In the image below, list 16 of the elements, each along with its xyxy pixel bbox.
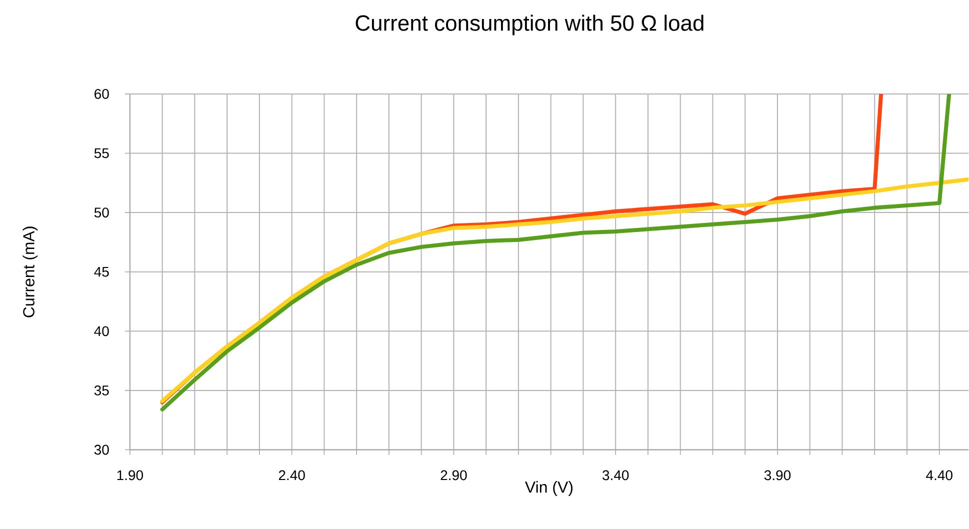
y-tick-label: 45 [94, 267, 109, 277]
y-tick-label: 35 [94, 386, 109, 396]
x-tick-label: 2.40 [278, 470, 305, 480]
x-tick-label: 3.90 [764, 470, 791, 480]
y-tick-label: 50 [94, 208, 109, 218]
x-tick-label: 4.40 [926, 470, 952, 480]
x-tick-label: 2.90 [440, 470, 467, 480]
y-axis-title: Current (mA) [22, 226, 38, 318]
y-tick-label: 30 [94, 444, 109, 455]
x-axis-title: Vin (V) [524, 481, 572, 496]
y-tick-label: 40 [94, 326, 109, 336]
chart-title: Current consumption with 50 Ω load [356, 14, 704, 36]
x-tick-label: 3.40 [602, 470, 629, 480]
x-tick-label: 1.90 [117, 470, 144, 480]
y-tick-label: 55 [94, 148, 109, 158]
y-tick-label: 60 [94, 89, 109, 100]
